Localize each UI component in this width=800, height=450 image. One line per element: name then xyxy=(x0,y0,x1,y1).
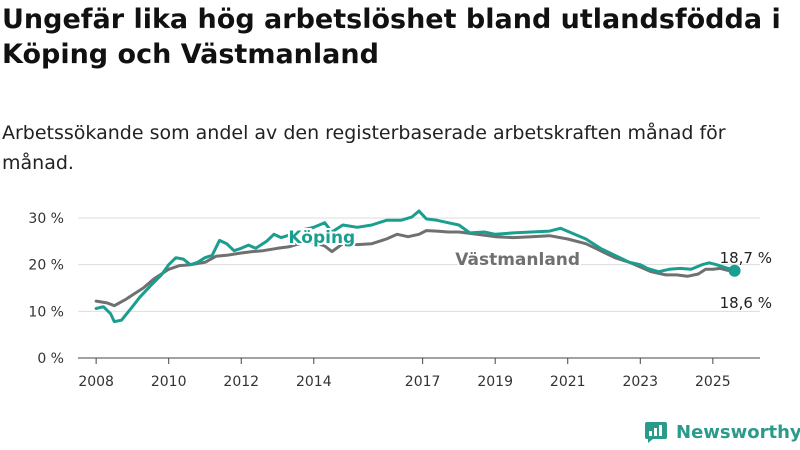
end-value-koping: 18,7 % xyxy=(720,249,772,267)
x-tick-label: 2021 xyxy=(550,374,586,390)
x-tick-label: 2014 xyxy=(296,374,332,390)
series-label-vastmanland: Västmanland xyxy=(455,250,580,270)
y-tick-label: 20 % xyxy=(28,258,64,274)
x-axis-ticks: 2008 2010 2012 2014 2017 2019 2021 2023 2025 xyxy=(78,358,731,390)
end-value-vastmanland: 18,6 % xyxy=(720,294,772,312)
y-tick-label: 30 % xyxy=(28,211,64,227)
x-tick-label: 2012 xyxy=(223,374,259,390)
line-chart: 0 % 10 % 20 % 30 % 2008 2010 2012 2014 2017 2019… xyxy=(28,209,772,390)
y-axis-ticks: 0 % 10 % 20 % 30 % xyxy=(28,211,64,367)
newsworthy-logo-icon xyxy=(645,422,667,443)
series-labels: Köping Västmanland 18,7 % 18,6 % xyxy=(286,226,772,312)
series-label-koping: Köping xyxy=(288,228,355,248)
x-tick-label: 2023 xyxy=(622,374,658,390)
gridlines xyxy=(78,217,760,359)
series-line-koping xyxy=(94,209,737,324)
x-tick-label: 2017 xyxy=(405,374,441,390)
x-tick-label: 2010 xyxy=(151,374,187,390)
x-tick-label: 2008 xyxy=(78,374,114,390)
x-tick-label: 2019 xyxy=(477,374,513,390)
series-lines xyxy=(94,209,741,324)
brand-name: Newsworthy xyxy=(676,421,800,443)
y-tick-label: 0 % xyxy=(37,351,64,367)
chart-title: Ungefär lika hög arbetslöshet bland utla… xyxy=(2,4,781,70)
chart-subtitle: Arbetssökande som andel av den registerb… xyxy=(2,122,726,174)
series-line-vastmanland xyxy=(94,229,737,308)
end-marker-koping xyxy=(728,264,741,277)
y-tick-label: 10 % xyxy=(28,304,64,320)
x-tick-label: 2025 xyxy=(695,374,731,390)
brand-logo[interactable]: Newsworthy xyxy=(644,418,800,446)
